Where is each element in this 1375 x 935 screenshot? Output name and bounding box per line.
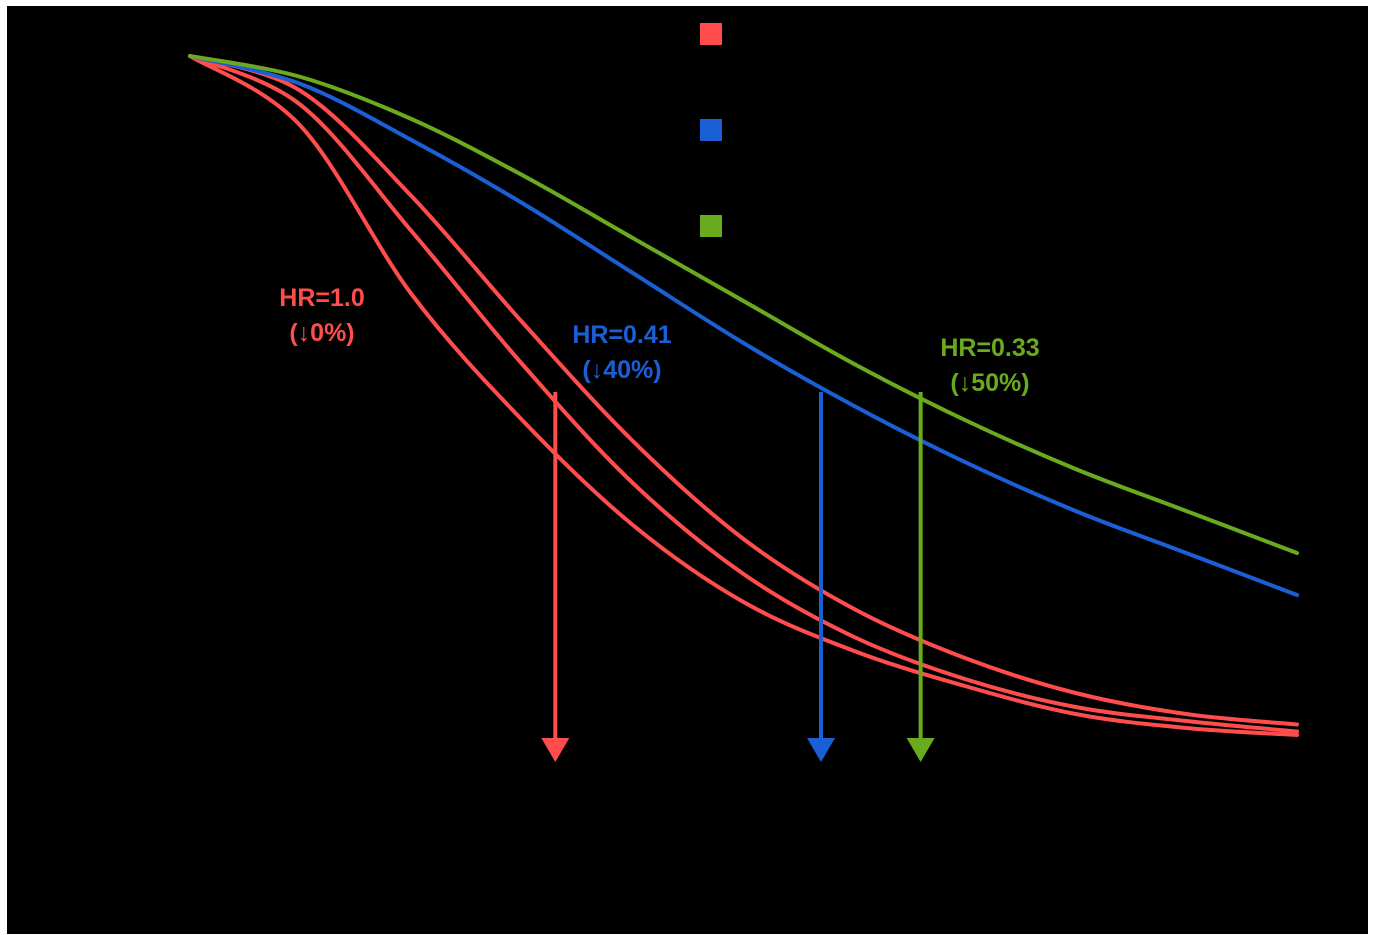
survival-chart: HR=1.0 (↓0%) HR=0.41 (↓40%) HR=0.33 (↓50… (188, 23, 1299, 762)
legend-swatch-1 (700, 119, 722, 141)
annotation-green-line2: (↓50%) (950, 369, 1029, 397)
annotation-red-line2: (↓0%) (289, 319, 354, 347)
series-line-3 (188, 54, 1299, 597)
annotation-green-line1: HR=0.33 (940, 334, 1039, 362)
legend-swatch-2 (700, 215, 722, 237)
annotation-layer: HR=1.0 (↓0%) HR=0.41 (↓40%) HR=0.33 (↓50… (279, 284, 1039, 397)
annotation-blue-line1: HR=0.41 (572, 321, 671, 349)
marker-arrowhead-1 (806, 738, 835, 762)
marker-layer (541, 392, 935, 762)
chart-frame: HR=1.0 (↓0%) HR=0.41 (↓40%) HR=0.33 (↓50… (7, 6, 1368, 934)
legend (700, 23, 722, 237)
annotation-red-line1: HR=1.0 (279, 284, 364, 312)
series-line-1 (188, 54, 1299, 734)
annotation-blue-line2: (↓40%) (582, 356, 661, 384)
series-layer (188, 54, 1299, 737)
series-line-4 (188, 54, 1299, 555)
series-line-2 (188, 54, 1299, 727)
marker-arrowhead-0 (541, 738, 570, 762)
series-line-0 (188, 54, 1299, 737)
marker-arrowhead-2 (906, 738, 935, 762)
legend-swatch-0 (700, 23, 722, 45)
